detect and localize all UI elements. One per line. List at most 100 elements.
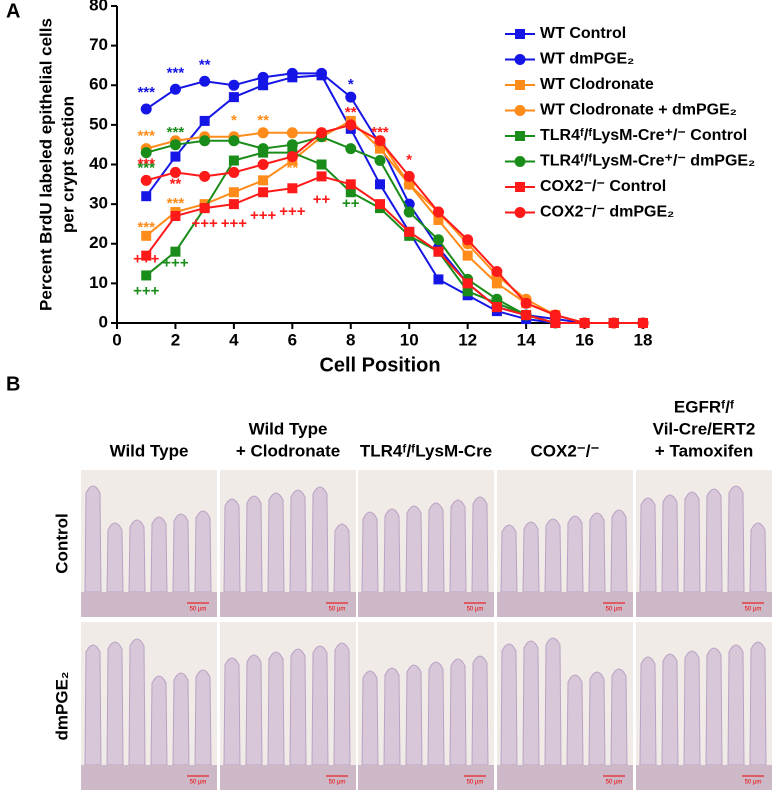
data-point xyxy=(374,135,386,147)
villus xyxy=(361,670,379,766)
crypt-region xyxy=(497,765,633,790)
villus xyxy=(544,518,562,593)
significance-mark: ** xyxy=(286,159,298,176)
y-tick-label: 70 xyxy=(89,35,108,54)
significance-mark: +++ xyxy=(250,207,277,224)
villus xyxy=(172,513,190,593)
data-point xyxy=(287,183,298,194)
significance-mark: +++ xyxy=(221,215,248,232)
legend-label: TLR4ᶠ/ᶠLysM-Cre⁺/⁻ Control xyxy=(540,127,747,144)
crypt-region xyxy=(358,592,494,617)
data-point xyxy=(199,75,211,87)
data-point xyxy=(228,92,239,103)
significance-mark: ** xyxy=(170,175,182,192)
legend-label: COX2⁻/⁻ Control xyxy=(540,178,666,195)
significance-mark: * xyxy=(231,112,237,129)
micrograph xyxy=(358,622,494,790)
legend-marker xyxy=(515,80,525,90)
villus xyxy=(749,641,767,766)
data-point xyxy=(403,206,415,218)
y-tick-label: 0 xyxy=(99,312,108,331)
data-point xyxy=(462,286,473,297)
crypt-region xyxy=(497,592,633,617)
data-point xyxy=(169,166,181,178)
villus xyxy=(194,669,212,766)
scale-bar-label: 50 µm xyxy=(606,607,623,613)
x-tick-label: 2 xyxy=(171,330,180,349)
villus xyxy=(150,675,168,766)
villus xyxy=(289,648,307,766)
data-point xyxy=(257,127,269,139)
x-tick-label: 18 xyxy=(634,330,653,349)
data-point xyxy=(374,155,386,167)
villus xyxy=(128,638,146,766)
villus xyxy=(471,496,489,593)
villus xyxy=(333,523,351,593)
villus xyxy=(267,651,285,766)
crypt-region xyxy=(81,765,217,790)
significance-mark: *** xyxy=(137,84,155,101)
data-point xyxy=(258,175,269,186)
data-point xyxy=(491,265,503,277)
data-point xyxy=(432,234,444,246)
column-header: EGFRᶠ/ᶠ xyxy=(674,397,734,416)
data-point xyxy=(433,246,444,257)
villus xyxy=(566,515,584,593)
legend-marker xyxy=(514,105,526,116)
micrograph xyxy=(81,622,217,790)
column-header: Wild Type xyxy=(249,419,328,438)
panel-label: B xyxy=(6,373,20,395)
significance-mark: ** xyxy=(345,104,357,121)
significance-mark: +++ xyxy=(162,255,189,272)
significance-mark: *** xyxy=(137,155,155,172)
column-header: TLR4ᶠ/ᶠLysM-Cre xyxy=(360,441,492,460)
legend-label: WT dmPGE₂ xyxy=(540,51,634,68)
villus xyxy=(610,668,628,766)
data-point xyxy=(228,166,240,178)
data-point xyxy=(345,187,356,198)
villus xyxy=(683,650,701,766)
villus xyxy=(471,655,489,766)
x-tick-label: 8 xyxy=(346,330,355,349)
column-header: + Tamoxifen xyxy=(655,441,753,460)
micrograph xyxy=(497,622,633,790)
data-point xyxy=(169,83,181,95)
villus xyxy=(683,491,701,593)
x-tick-label: 4 xyxy=(229,330,239,349)
row-label: Control xyxy=(52,513,71,573)
villus xyxy=(427,502,445,593)
data-point xyxy=(316,159,327,170)
row-label: dmPGE₂ xyxy=(52,672,71,741)
villus xyxy=(333,642,351,766)
legend-marker xyxy=(514,54,526,65)
legend-label: WT Clodronate + dmPGE₂ xyxy=(540,102,737,119)
significance-mark: +++ xyxy=(279,203,306,220)
data-point xyxy=(375,179,385,190)
data-point xyxy=(199,115,210,126)
villus xyxy=(223,498,241,593)
villus xyxy=(106,522,124,593)
data-point xyxy=(170,246,181,257)
villus xyxy=(405,664,423,766)
data-point xyxy=(345,119,357,131)
villus xyxy=(194,510,212,593)
data-point xyxy=(258,80,269,91)
legend-marker xyxy=(515,29,525,39)
data-point xyxy=(433,214,444,225)
significance-mark: *** xyxy=(167,124,185,141)
scale-bar-label: 50 µm xyxy=(190,780,207,786)
y-tick-label: 20 xyxy=(89,233,108,252)
data-point xyxy=(404,226,415,237)
data-point xyxy=(286,67,298,79)
villus xyxy=(361,511,379,593)
villus xyxy=(705,647,723,766)
data-point xyxy=(521,310,532,321)
scale-bar-label: 50 µm xyxy=(329,780,346,786)
data-point xyxy=(169,139,181,151)
villus xyxy=(311,645,329,766)
micrograph xyxy=(636,622,772,790)
villus xyxy=(661,653,679,766)
villus xyxy=(639,656,657,766)
significance-mark: ++ xyxy=(313,191,331,208)
data-point xyxy=(199,135,211,147)
